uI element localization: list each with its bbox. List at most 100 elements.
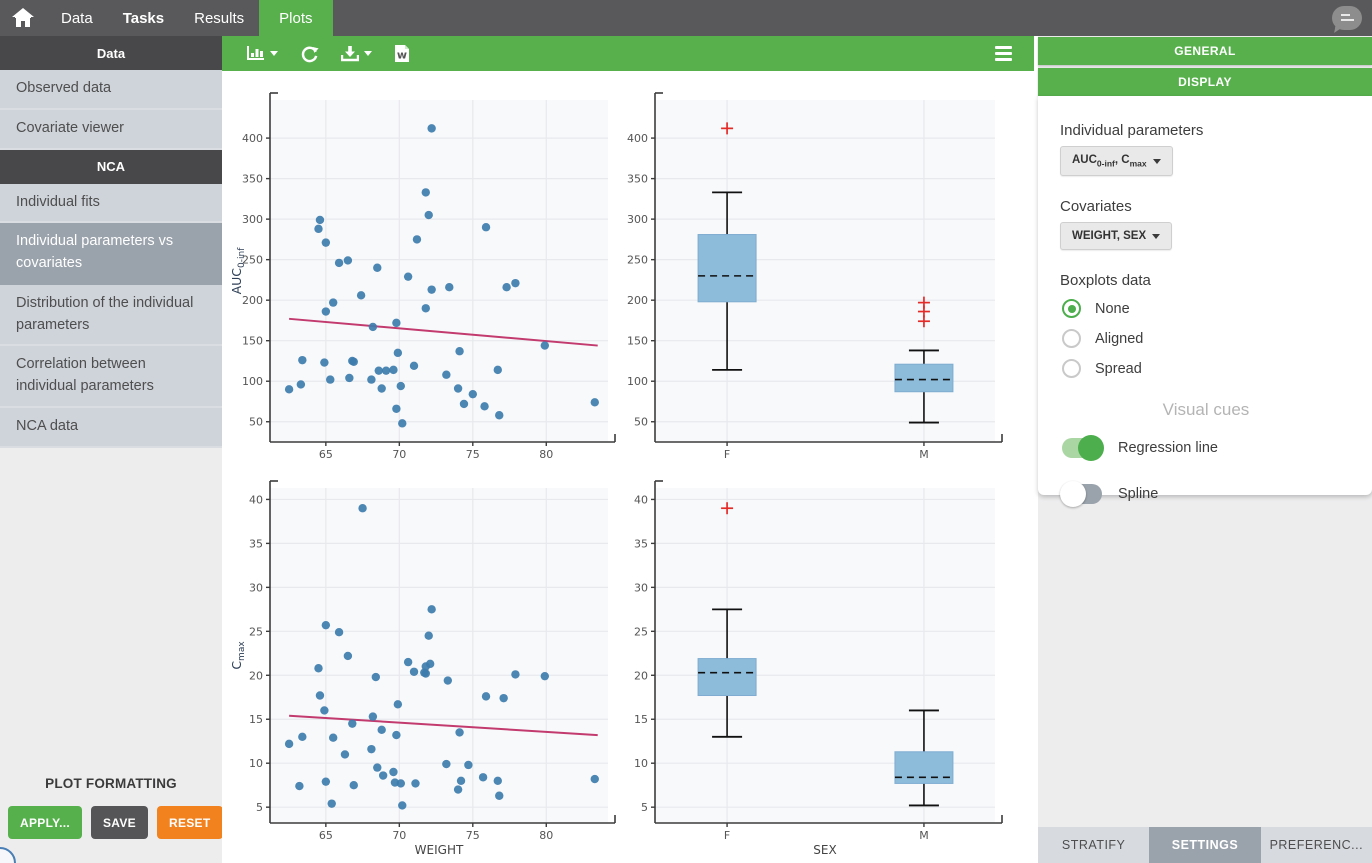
svg-text:40: 40 — [249, 493, 263, 506]
individual-parameters-label: Individual parameters — [1060, 122, 1204, 139]
svg-text:65: 65 — [319, 448, 333, 461]
sidebar-menu: Observed data Covariate viewer NCA Indiv… — [0, 70, 222, 448]
radio-option-label: Spread — [1095, 360, 1142, 377]
regression-line-toggle-row[interactable]: Regression line — [1062, 435, 1352, 462]
save-button[interactable]: SAVE — [90, 806, 148, 839]
svg-text:30: 30 — [249, 581, 263, 594]
tab-preferences-label: PREFERENC... — [1269, 838, 1364, 852]
sidebar-item-individual-fits[interactable]: Individual fits — [0, 183, 222, 224]
plots-sidebar: Data Observed data Covariate viewer NCA … — [0, 36, 223, 863]
toggle-off-icon[interactable] — [1060, 481, 1102, 508]
nav-tab-plots[interactable]: Plots — [259, 0, 333, 36]
feedback-chat-icon[interactable] — [1332, 6, 1362, 30]
svg-text:65: 65 — [319, 829, 333, 842]
radio-option-spread[interactable]: Spread — [1062, 359, 1352, 379]
svg-text:w: w — [397, 49, 407, 62]
display-settings-card: Individual parameters AUC0-inf, Cmax Cov… — [1038, 96, 1372, 508]
plots-layout-menu-button[interactable] — [995, 46, 1012, 61]
toggle-knob — [1078, 435, 1104, 462]
nav-tab-data[interactable]: Data — [46, 0, 108, 36]
nav-tab-tasks[interactable]: Tasks — [108, 0, 179, 36]
svg-text:80: 80 — [539, 829, 553, 842]
home-button[interactable] — [0, 0, 46, 36]
apply-button[interactable]: APPLY... — [8, 806, 82, 839]
svg-text:F: F — [724, 448, 730, 461]
sidebar-item-label: Individual parameters vs covariates — [16, 233, 174, 271]
chevron-down-icon — [1152, 233, 1161, 239]
covariates-label: Covariates — [1060, 198, 1132, 216]
svg-text:50: 50 — [634, 416, 648, 429]
radio-option-aligned[interactable]: Aligned — [1062, 329, 1352, 349]
sidebar-item-covariate-viewer[interactable]: Covariate viewer — [0, 109, 222, 150]
top-navigation-bar: Data Tasks Results Plots — [0, 0, 1372, 36]
sidebar-item-nca-data[interactable]: NCA data — [0, 407, 222, 448]
tab-preferences[interactable]: PREFERENC... — [1260, 827, 1372, 863]
svg-text:300: 300 — [627, 213, 648, 226]
menu-icon — [995, 52, 1012, 55]
toggle-on-icon[interactable] — [1062, 435, 1104, 462]
download-icon — [341, 46, 359, 62]
individual-parameters-dropdown[interactable]: AUC0-inf, Cmax — [1060, 146, 1173, 177]
svg-text:70: 70 — [392, 829, 406, 842]
tab-stratify[interactable]: STRATIFY — [1038, 827, 1150, 863]
chart-type-icon — [247, 46, 264, 60]
chevron-down-icon — [270, 51, 278, 56]
home-icon — [12, 8, 34, 27]
scatter-cmax-vs-weight: 5 10 15 20 25 30 35 40 65 70 75 80 WEIGHT Cmax — [229, 480, 616, 857]
sidebar-item-label: Individual fits — [16, 193, 100, 210]
svg-text:70: 70 — [392, 448, 406, 461]
covariates-dropdown[interactable]: WEIGHT, SEX — [1060, 222, 1173, 251]
download-button[interactable] — [341, 45, 372, 62]
nav-tab-results-label: Results — [194, 9, 245, 27]
svg-text:M: M — [919, 829, 929, 842]
radio-option-none[interactable]: None — [1062, 299, 1352, 319]
svg-text:75: 75 — [466, 829, 480, 842]
export-word-button[interactable]: w — [394, 44, 410, 63]
display-header-label: DISPLAY — [1178, 75, 1232, 89]
plots-main-area: w 50 100 150 200 250 300 350 400 65 70 75 80 AUC0-in… — [222, 36, 1034, 863]
sidebar-item-individual-parameters-vs-covariates[interactable]: Individual parameters vs covariates — [0, 223, 222, 285]
nav-tab-results[interactable]: Results — [179, 0, 259, 36]
refresh-icon — [301, 46, 319, 63]
svg-text:100: 100 — [627, 375, 648, 388]
chart-type-button[interactable] — [246, 45, 278, 62]
settings-panel: GENERAL DISPLAY Individual parameters AU… — [1038, 36, 1372, 863]
display-section-header[interactable]: DISPLAY — [1038, 68, 1372, 96]
spline-toggle-row[interactable]: Spline — [1060, 481, 1352, 508]
sidebar-item-observed-data[interactable]: Observed data — [0, 70, 222, 110]
svg-text:10: 10 — [634, 757, 648, 770]
export-word-icon: w — [395, 45, 409, 62]
general-section-header[interactable]: GENERAL — [1038, 37, 1372, 65]
nav-tab-data-label: Data — [61, 9, 93, 27]
svg-text:WEIGHT: WEIGHT — [415, 843, 464, 857]
refresh-button[interactable] — [300, 44, 319, 63]
tab-stratify-label: STRATIFY — [1061, 838, 1126, 852]
svg-text:AUC0-inf: AUC0-inf — [229, 247, 247, 295]
svg-text:35: 35 — [249, 537, 263, 550]
svg-text:300: 300 — [242, 213, 263, 226]
svg-text:200: 200 — [242, 294, 263, 307]
toggle-label: Regression line — [1118, 440, 1218, 457]
svg-text:250: 250 — [627, 254, 648, 267]
tab-settings[interactable]: SETTINGS — [1149, 827, 1261, 863]
chevron-down-icon — [364, 51, 372, 56]
svg-text:75: 75 — [466, 448, 480, 461]
boxplot-auc-vs-sex: 50 100 150 200 250 300 350 400 F M — [627, 92, 1003, 461]
sidebar-item-label: Observed data — [16, 80, 112, 96]
svg-text:40: 40 — [634, 493, 648, 506]
sidebar-section-data-label: Data — [96, 45, 126, 61]
plots-toolbar: w — [222, 36, 1034, 71]
svg-text:20: 20 — [634, 669, 648, 682]
nav-tab-tasks-label: Tasks — [122, 9, 165, 27]
radio-option-label: Aligned — [1095, 330, 1144, 347]
chat-line — [1341, 19, 1354, 21]
reset-button[interactable]: RESET — [156, 806, 223, 839]
svg-text:250: 250 — [242, 254, 263, 267]
sidebar-item-label: Distribution of the individual parameter… — [16, 294, 194, 333]
sidebar-item-correlation-individual-parameters[interactable]: Correlation between individual parameter… — [0, 346, 222, 408]
svg-text:25: 25 — [249, 625, 263, 638]
panel-separator — [1034, 36, 1038, 863]
panel-bottom-tabs: STRATIFY SETTINGS PREFERENC... — [1038, 827, 1372, 863]
svg-text:F: F — [724, 829, 730, 842]
sidebar-item-distribution-individual-parameters[interactable]: Distribution of the individual parameter… — [0, 284, 222, 347]
